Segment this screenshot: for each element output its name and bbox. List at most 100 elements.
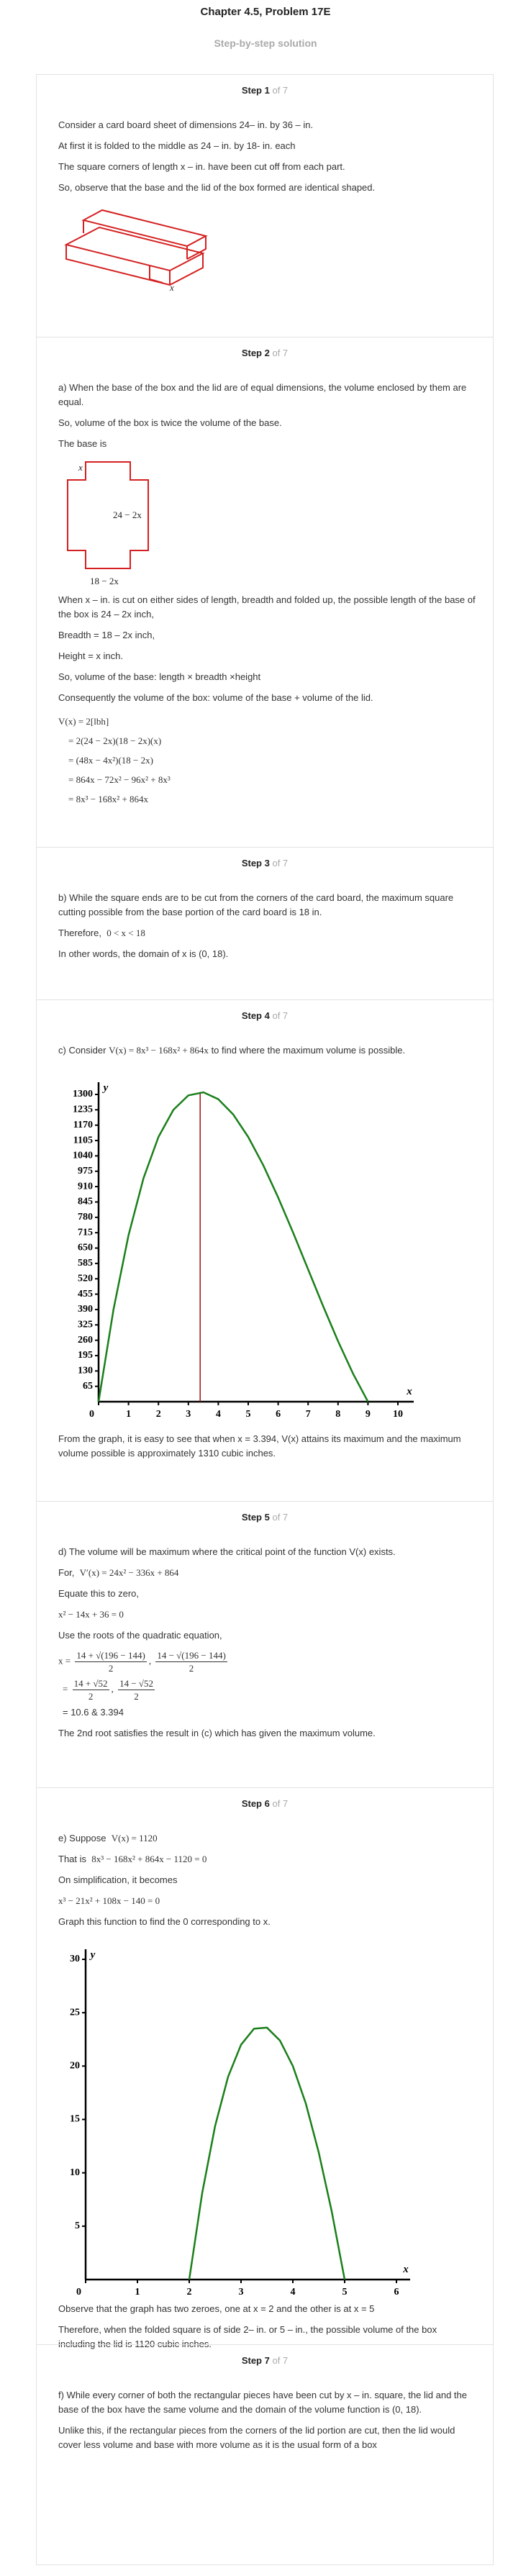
y-tick-label: 845 xyxy=(78,1197,93,1207)
step-content: d) The volume will be maximum where the … xyxy=(58,1545,476,1747)
fraction: 14 + √52 2 xyxy=(72,1677,109,1702)
x-tick-label: 6 xyxy=(276,1409,281,1420)
text: = xyxy=(63,1683,68,1695)
x-tick-label: 9 xyxy=(366,1409,371,1420)
step-content: Consider a card board sheet of dimension… xyxy=(58,118,476,296)
equation: V(x) = 2[lbh] xyxy=(58,716,109,727)
text: , xyxy=(111,1683,114,1695)
fraction: 14 − √(196 − 144) 2 xyxy=(155,1649,227,1674)
figure-label: x xyxy=(78,462,83,473)
x-tick-label: 5 xyxy=(246,1409,251,1420)
paragraph: For, V′(x) = 24x² − 336x + 864 xyxy=(58,1566,476,1580)
y-tick-label: 25 xyxy=(70,2007,80,2018)
paragraph: e) Suppose V(x) = 1120 xyxy=(58,1831,476,1846)
denominator: 2 xyxy=(88,1691,94,1702)
x-tick-label: 5 xyxy=(342,2287,348,2296)
y-tick-label: 455 xyxy=(78,1289,93,1300)
step-label: Step 4 xyxy=(241,1010,270,1021)
paragraph: d) The volume will be maximum where the … xyxy=(58,1546,396,1557)
paragraph: Graph this function to find the 0 corres… xyxy=(58,1916,271,1927)
step-content: f) While every corner of both the rectan… xyxy=(58,2388,476,2459)
y-tick-label: 5 xyxy=(75,2221,80,2231)
x-tick-label: 0 xyxy=(76,2287,81,2296)
box-outline xyxy=(64,209,208,286)
paragraph: When x – in. is cut on either sides of l… xyxy=(58,594,476,620)
step-label: Step 6 xyxy=(241,1798,270,1809)
y-tick-label: 130 xyxy=(78,1366,93,1377)
numerator: 14 − √52 xyxy=(118,1678,155,1690)
x-tick-label: 7 xyxy=(306,1409,311,1420)
data-line xyxy=(97,1091,369,1402)
paragraph: Observe that the graph has two zeroes, o… xyxy=(58,2303,375,2314)
equation: V′(x) = 24x² − 336x + 864 xyxy=(79,1567,179,1578)
paragraph: The base is xyxy=(58,438,107,449)
step-count: of 7 xyxy=(272,1010,289,1021)
paragraph: c) Consider V(x) = 8x³ − 168x² + 864x to… xyxy=(58,1043,476,1058)
fraction: 14 + √(196 − 144) 2 xyxy=(75,1649,147,1674)
paragraph: Consequently the volume of the box: volu… xyxy=(58,692,373,703)
step-heading: Step 5 of 7 xyxy=(37,1512,493,1523)
figure-label: 18 − 2x xyxy=(90,576,119,586)
step: Step 4 of 7 c) Consider V(x) = 8x³ − 168… xyxy=(36,999,494,1501)
paragraph: Height = x inch. xyxy=(58,650,123,661)
step-content: From the graph, it is easy to see that w… xyxy=(58,1432,476,1467)
x-tick-label: 6 xyxy=(394,2287,399,2296)
equation: = 8x³ − 168x² + 864x xyxy=(68,794,149,804)
step-count: of 7 xyxy=(272,85,289,96)
step-heading: Step 2 of 7 xyxy=(37,348,493,358)
inequality: 0 < x < 18 xyxy=(106,928,145,938)
equation: = 2(24 − 2x)(18 − 2x)(x) xyxy=(68,735,162,746)
denominator: 2 xyxy=(108,1663,114,1674)
paragraph: Equate this to zero, xyxy=(58,1588,140,1599)
x-tick-label: 3 xyxy=(186,1409,191,1420)
paragraph: Consider a card board sheet of dimension… xyxy=(58,119,314,130)
step: Step 6 of 7 e) Suppose V(x) = 1120 That … xyxy=(36,1787,494,2349)
step: Step 3 of 7 b) While the square ends are… xyxy=(36,847,494,999)
paragraph: Therefore, 0 < x < 18 xyxy=(58,926,476,940)
text: to find where the maximum volume is poss… xyxy=(211,1045,406,1056)
base-outline xyxy=(67,461,149,569)
text: , xyxy=(148,1655,152,1666)
x-tick-label: 4 xyxy=(216,1409,221,1420)
paragraph: Unlike this, if the rectangular pieces f… xyxy=(58,2425,455,2450)
text: c) Consider xyxy=(58,1045,106,1056)
y-tick-label: 1235 xyxy=(73,1105,93,1115)
step-label: Step 7 xyxy=(241,2355,270,2366)
paragraph: f) While every corner of both the rectan… xyxy=(58,2390,467,2415)
figure-label: 24 − 2x xyxy=(113,509,142,520)
x-tick-label: 2 xyxy=(156,1409,161,1420)
step: Step 7 of 7 f) While every corner of bot… xyxy=(36,2344,494,2565)
box-figure: x xyxy=(64,209,208,293)
text: That is xyxy=(58,1854,87,1864)
page-subtitle: Step-by-step solution xyxy=(214,37,317,49)
step-heading: Step 7 of 7 xyxy=(37,2355,493,2366)
y-tick-label: 390 xyxy=(78,1304,93,1315)
y-tick-label: 260 xyxy=(78,1335,93,1346)
y-tick-label: 20 xyxy=(70,2061,80,2072)
chart: 5 10 15 20 25 30 0 1 2 3 4 5 6 x y xyxy=(70,1949,410,2296)
x-axis-label: x xyxy=(406,1386,412,1397)
paragraph: At first it is folded to the middle as 2… xyxy=(58,140,296,151)
paragraph: = 10.6 & 3.394 xyxy=(63,1707,124,1718)
step-content: Observe that the graph has two zeroes, o… xyxy=(58,2302,476,2358)
step-label: Step 1 xyxy=(241,85,270,96)
step-count: of 7 xyxy=(272,348,289,358)
x-tick-label: 1 xyxy=(135,2287,140,2296)
y-tick-label: 65 xyxy=(83,1381,93,1392)
paragraph: The 2nd root satisfies the result in (c)… xyxy=(58,1728,376,1738)
step-count: of 7 xyxy=(272,1512,289,1523)
equation: 8x³ − 168x² + 864x − 1120 = 0 xyxy=(91,1854,207,1864)
equation-line: x = 14 + √(196 − 144) 2, 14 − √(196 − 144… xyxy=(58,1649,476,1674)
paragraph: That is 8x³ − 168x² + 864x − 1120 = 0 xyxy=(58,1852,476,1867)
text: Therefore, xyxy=(58,928,101,938)
step-content: b) While the square ends are to be cut f… xyxy=(58,891,476,968)
numerator: 14 − √(196 − 144) xyxy=(155,1650,227,1662)
equation: V(x) = 1120 xyxy=(111,1833,158,1843)
step-heading: Step 4 of 7 xyxy=(37,1010,493,1021)
paragraph: So, observe that the base and the lid of… xyxy=(58,182,376,193)
step-content: a) When the base of the box and the lid … xyxy=(58,381,476,809)
y-tick-label: 520 xyxy=(78,1273,93,1284)
fraction: 14 − √52 2 xyxy=(118,1677,155,1702)
step: Step 1 of 7 Consider a card board sheet … xyxy=(36,74,494,337)
